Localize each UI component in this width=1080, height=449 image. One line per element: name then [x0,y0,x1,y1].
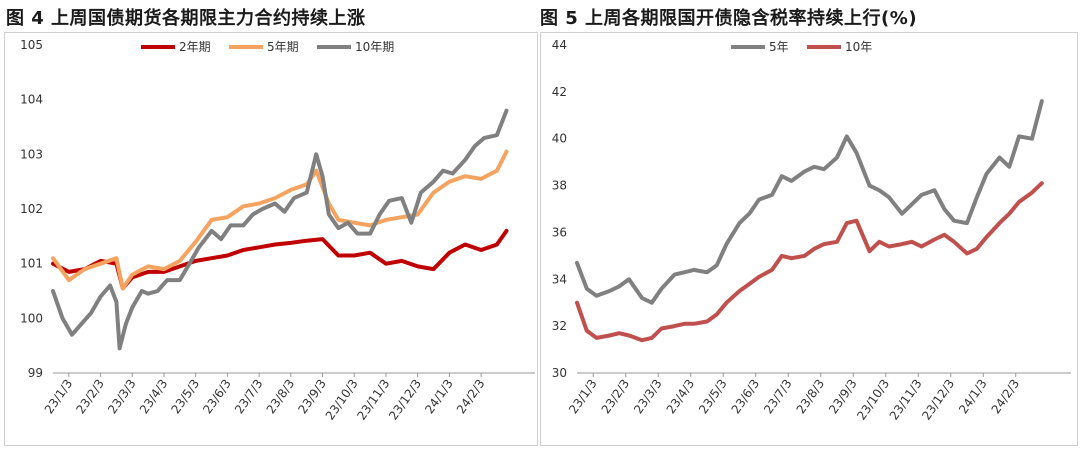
legend-label: 5年 [769,40,789,54]
y-tick-label: 36 [552,225,567,239]
x-tick-label: 23/9/3 [826,377,860,417]
x-tick-label: 23/11/3 [887,377,925,423]
y-tick-label: 44 [552,38,567,52]
x-tick-label: 23/12/3 [386,377,424,423]
y-tick-label: 40 [552,132,567,146]
x-tick-label: 23/7/3 [232,377,266,417]
x-tick-label: 23/2/3 [599,377,633,417]
chart-1-panel: 99 100 101 102 103 104 105 23/1/3 23/2/3 23/3/3 23… [4,32,538,446]
y-tick-label: 100 [20,311,43,325]
y-tick-label: 101 [20,257,43,271]
series-line-2 [575,181,1044,343]
legend-label: 2年期 [179,40,211,54]
x-tick-label: 24/2/3 [989,377,1023,417]
x-tick-label: 23/1/3 [42,377,76,417]
x-tick-label: 23/4/3 [137,377,171,417]
y-tick-label: 34 [552,272,567,286]
y-tick-label: 38 [552,179,567,193]
x-tick-label: 23/2/3 [73,377,107,417]
series-line-2 [51,149,509,291]
series-line-3 [51,108,509,351]
x-tick-label: 23/8/3 [794,377,828,417]
chart-1-title: 图 4 上周国债期货各期限主力合约持续上涨 [6,8,366,29]
y-tick-label: 103 [20,147,43,161]
x-tick-label: 23/1/3 [566,377,600,417]
y-tick-label: 104 [20,93,43,107]
x-tick-label: 23/12/3 [919,377,957,423]
y-tick-label: 30 [552,366,567,380]
legend-label: 10年期 [355,40,394,54]
series-line-1 [575,99,1044,305]
y-tick-label: 42 [552,85,567,99]
y-tick-label: 32 [552,319,567,333]
x-tick-label: 23/7/3 [761,377,795,417]
x-tick-label: 23/10/3 [854,377,892,423]
x-tick-label: 23/8/3 [264,377,298,417]
chart-2-svg: 30 32 34 36 38 40 42 44 23/1/323/2/323/3/323/4/3… [552,38,1071,423]
x-tick-label: 23/3/3 [631,377,665,417]
chart-2-title: 图 5 上周各期限国开债隐含税率持续上行(%) [540,8,918,29]
x-tick-label: 24/1/3 [422,377,456,417]
x-tick-label: 23/9/3 [295,377,329,417]
x-tick-label: 24/2/3 [454,377,488,417]
legend-label: 10年 [845,40,872,54]
y-tick-label: 102 [20,202,43,216]
legend-label: 5年期 [267,40,299,54]
x-tick-label: 23/6/3 [200,377,234,417]
x-tick-label: 23/4/3 [664,377,698,417]
x-tick-label: 23/6/3 [729,377,763,417]
x-tick-label: 23/5/3 [696,377,730,417]
chart-1-svg: 9910010110210310410523/1/323/2/323/3/323… [20,38,535,423]
x-tick-label: 23/5/3 [169,377,203,417]
chart-2-panel: 30 32 34 36 38 40 42 44 23/1/3 23/2/3 23/3/3 23/4/3… [540,32,1078,446]
y-tick-label: 99 [28,366,43,380]
y-tick-label: 105 [20,38,43,52]
x-tick-label: 24/1/3 [956,377,990,417]
x-tick-label: 23/3/3 [105,377,139,417]
